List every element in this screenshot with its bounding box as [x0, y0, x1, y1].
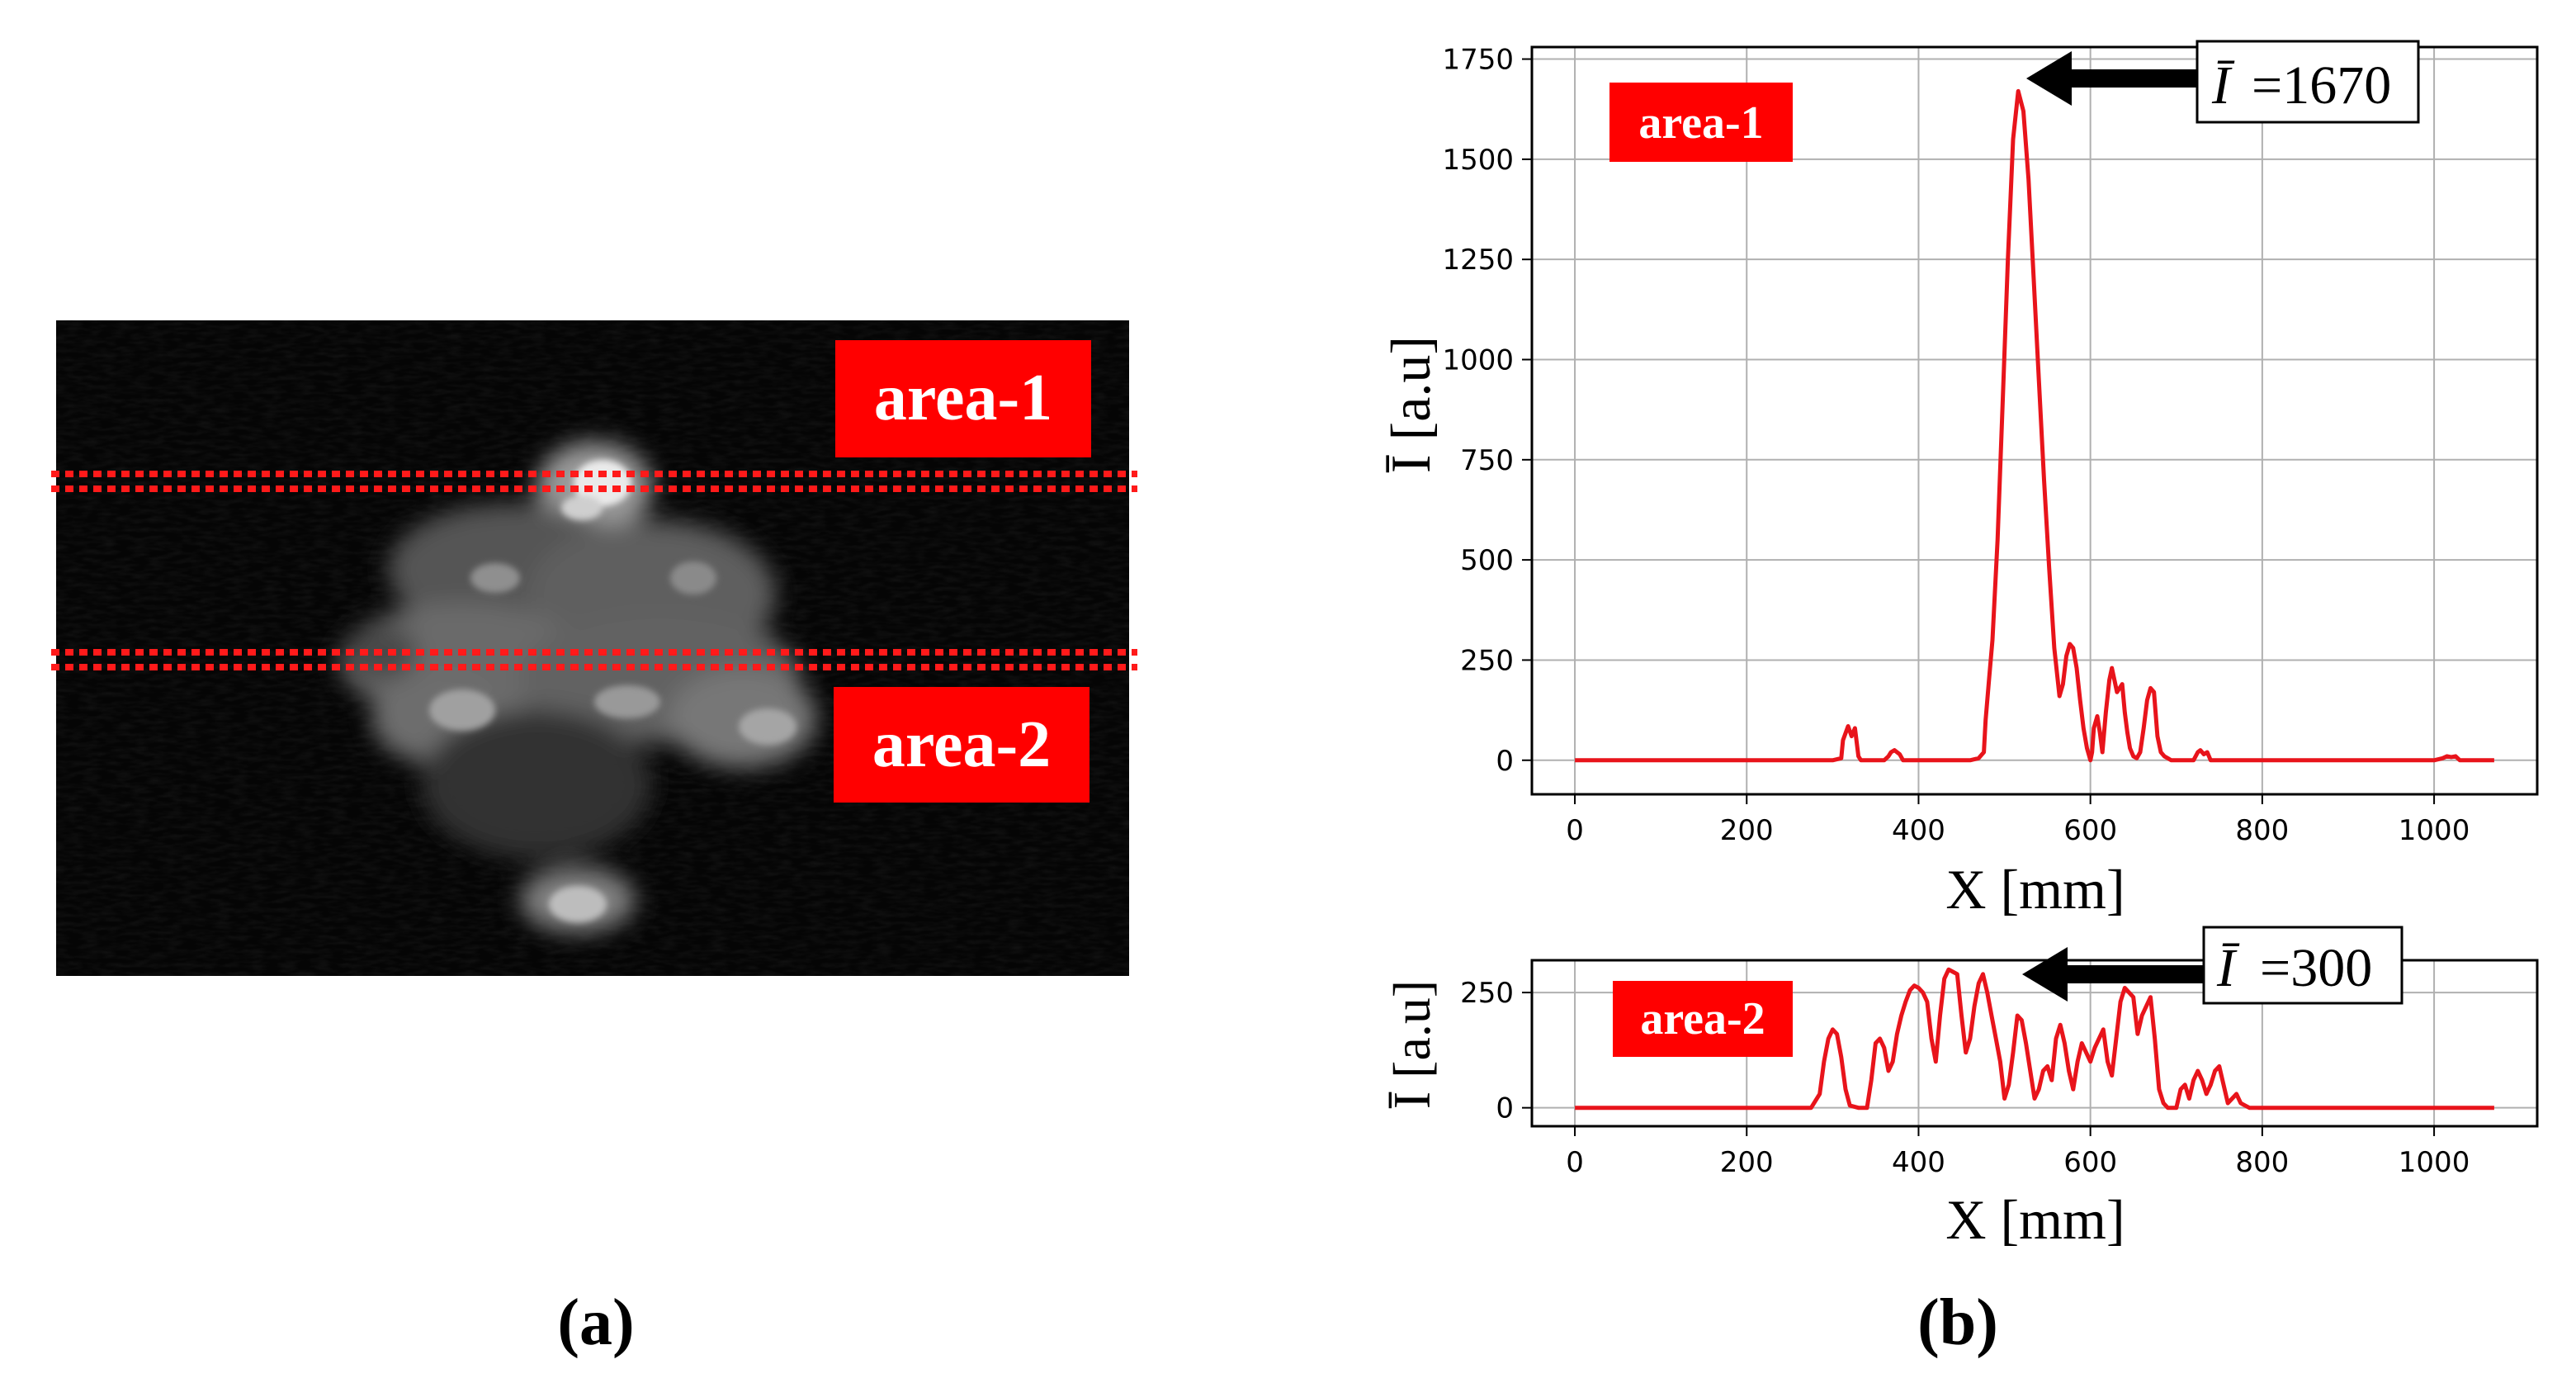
scan-line-area-1	[51, 471, 1137, 492]
chart-1-frame	[1530, 45, 2539, 796]
chart-1-series-line	[1575, 88, 2494, 763]
chart-2-y-ticks: 0 250	[1460, 977, 1532, 1125]
object-blobs	[338, 442, 817, 933]
scan-line-area-2	[51, 649, 1137, 670]
chart-2-annotation: Ī =300	[2022, 926, 2403, 1005]
chart-2-x-tick-label: 200	[1720, 1146, 1774, 1179]
chart-1-x-tick-label: 0	[1566, 814, 1584, 847]
chart-1-y-tick-label: 1750	[1442, 44, 1514, 77]
chart-2-y-axis-label: Ī [a.u]	[1383, 980, 1441, 1109]
chart-2-frame	[1530, 959, 2539, 1128]
chart-1-y-tick-label: 1500	[1442, 144, 1514, 177]
area-1-label: area-1	[874, 362, 1052, 434]
area-2-label-box: area-2	[834, 687, 1089, 803]
chart-area-2: 0 200 400 600 800 1000 0 250 area-2 Ī =300 X […	[1383, 926, 2539, 1251]
chart-1-y-tick-label: 1000	[1442, 343, 1514, 377]
chart-2-x-ticks: 0 200 400 600 800 1000	[1566, 1126, 2470, 1179]
chart-2-series-line	[1575, 967, 2494, 1111]
chart-2-area-badge: area-2	[1613, 981, 1793, 1057]
chart-1-y-ticks: 0 250 500 750 1000 1250 1500 1750	[1442, 44, 1532, 778]
chart-2-x-tick-label: 400	[1892, 1146, 1945, 1179]
chart-1-annotation: Ī =1670	[2026, 40, 2420, 124]
chart-1-x-tick-label: 400	[1892, 814, 1945, 847]
chart-1-y-tick-label: 1250	[1442, 244, 1514, 277]
chart-1-area-badge: area-1	[1609, 83, 1793, 162]
chart-2-annotation-text: =300	[2260, 938, 2372, 998]
chart-1-x-ticks: 0 200 400 600 800 1000	[1566, 794, 2470, 847]
chart-2-y-tick-label: 0	[1496, 1092, 1514, 1125]
chart-1-x-axis-label: X [mm]	[1945, 858, 2125, 921]
chart-2-x-axis-label: X [mm]	[1945, 1188, 2125, 1251]
area-1-label-box: area-1	[835, 340, 1091, 457]
chart-1-y-tick-label: 250	[1460, 644, 1514, 677]
chart-2-y-tick-label: 250	[1460, 977, 1514, 1010]
chart-1-x-tick-label: 1000	[2399, 814, 2470, 847]
panel-b-caption: (b)	[1917, 1286, 1998, 1359]
chart-1-x-tick-label: 200	[1720, 814, 1774, 847]
panel-a-caption: (a)	[557, 1286, 634, 1359]
chart-1-y-tick-label: 500	[1460, 544, 1514, 577]
chart-1-x-tick-label: 800	[2235, 814, 2289, 847]
chart-2-area-label: area-2	[1640, 993, 1765, 1044]
chart-2-x-tick-label: 800	[2235, 1146, 2289, 1179]
chart-1-annotation-text: =1670	[2252, 55, 2391, 116]
chart-2-x-tick-label: 0	[1566, 1146, 1584, 1179]
chart-1-y-tick-label: 750	[1460, 444, 1514, 477]
chart-1-annotation-box	[2196, 40, 2420, 124]
chart-2-x-tick-label: 600	[2063, 1146, 2117, 1179]
area-2-label: area-2	[872, 708, 1051, 781]
chart-1-y-tick-label: 0	[1496, 745, 1514, 778]
chart-1-area-label: area-1	[1638, 97, 1763, 149]
chart-2-annotation-box	[2202, 926, 2403, 1005]
chart-2-x-tick-label: 1000	[2399, 1146, 2470, 1179]
chart-area-1: 0 200 400 600 800 1000 0 250 500 750 1000 1250 1500…	[1379, 40, 2539, 921]
chart-1-y-axis-label: Ī [a.u]	[1379, 336, 1442, 473]
chart-1-x-tick-label: 600	[2063, 814, 2117, 847]
panel-a-image: area-1 area-2	[51, 320, 1137, 976]
